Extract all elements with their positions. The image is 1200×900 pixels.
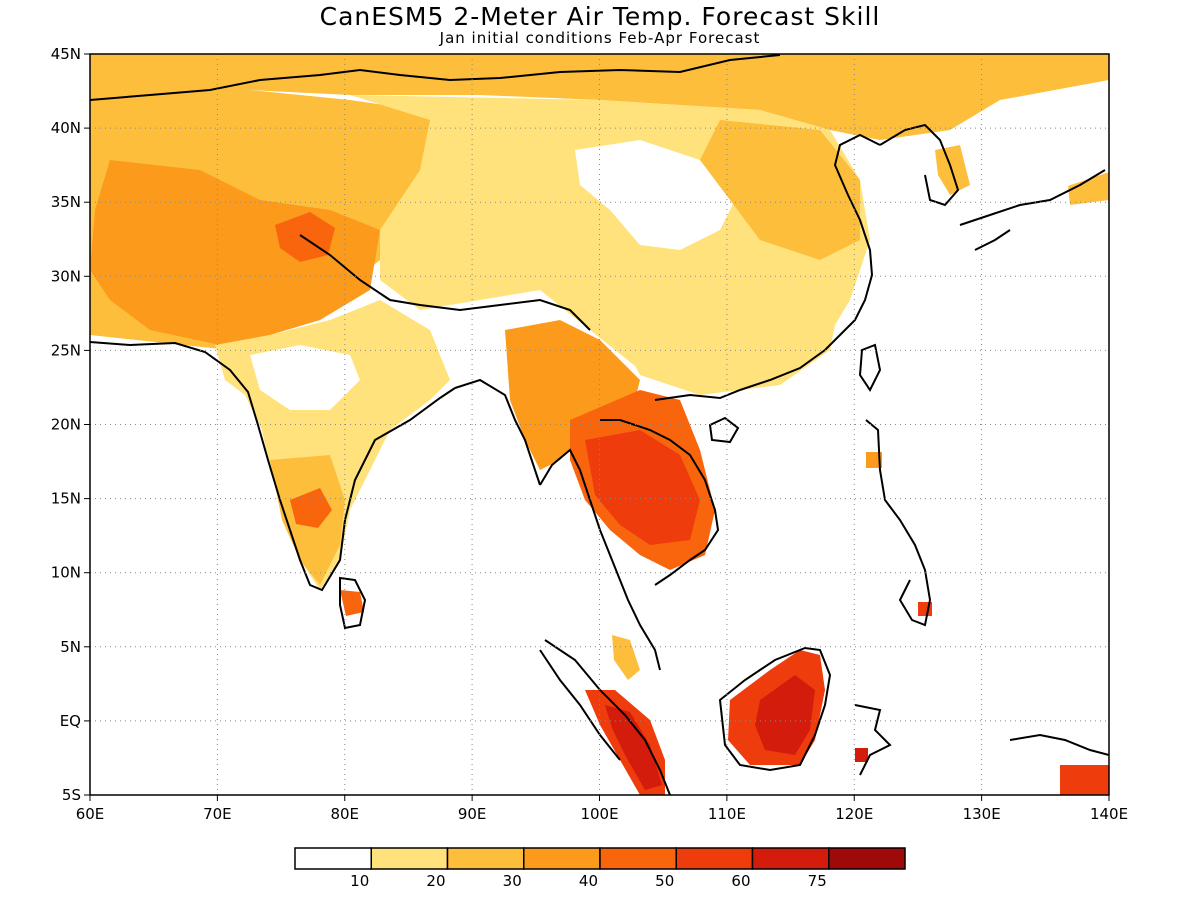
coastline-sri-lanka	[339, 576, 367, 630]
colorbar-label: 50	[655, 872, 674, 890]
colorbar-swatch	[828, 847, 906, 870]
x-tick-label: 140E	[1090, 805, 1128, 823]
colorbar-swatch	[446, 847, 525, 870]
region-central-india-white	[250, 345, 360, 410]
coastline-japan	[959, 169, 1106, 251]
coastline-korea	[879, 123, 960, 207]
region-new-guinea	[1060, 765, 1109, 795]
region-malay-peninsula	[612, 635, 640, 680]
y-tick-label: 5S	[62, 786, 81, 804]
chart-subtitle: Jan initial conditions Feb-Apr Forecast	[439, 29, 761, 47]
coastline-philippines	[865, 419, 932, 627]
region-sri-lanka	[340, 590, 364, 616]
coastline-himalaya-border	[299, 234, 591, 331]
coastline-borneo	[718, 646, 832, 772]
coastline-taiwan	[858, 343, 882, 392]
region-south-china	[600, 290, 840, 395]
colorbar-swatch	[675, 847, 754, 870]
region-pakistan-north-india	[90, 160, 380, 345]
region-sulawesi	[855, 748, 868, 762]
y-tick-label: EQ	[60, 712, 81, 730]
y-tick-label: 25N	[51, 341, 81, 359]
y-tick-label: 45N	[51, 45, 81, 63]
region-thailand-core	[585, 430, 700, 545]
colorbar: 10 20 30 40 50 60 75	[294, 847, 906, 890]
coastline-hainan	[708, 416, 740, 444]
axis-ticks: 60E 70E 80E 90E 100E 110E 120E 130E 140E 45N 40N 35…	[51, 45, 1128, 823]
y-tick-label: 30N	[51, 267, 81, 285]
y-tick-label: 35N	[51, 193, 81, 211]
y-tick-label: 5N	[60, 638, 81, 656]
colorbar-swatch	[523, 847, 601, 870]
region-myanmar	[505, 320, 640, 470]
colorbar-swatch	[751, 847, 830, 870]
y-tick-label: 40N	[51, 119, 81, 137]
colorbar-swatch	[599, 847, 677, 870]
coastline-new-guinea	[1009, 733, 1109, 756]
chart-title: CanESM5 2-Meter Air Temp. Forecast Skill	[319, 2, 881, 31]
colorbar-label: 40	[579, 872, 598, 890]
y-tick-label: 10N	[51, 564, 81, 582]
region-east-china	[700, 120, 860, 260]
coastline-indochina-east	[600, 419, 720, 586]
x-tick-label: 60E	[76, 805, 105, 823]
coastline-north-border	[90, 54, 781, 101]
colorbar-label: 20	[426, 872, 445, 890]
region-japan	[1068, 172, 1109, 205]
region-central-china-white	[575, 140, 740, 250]
x-tick-label: 70E	[203, 805, 232, 823]
coastline-south-china	[654, 133, 881, 401]
colorbar-swatch	[294, 847, 372, 870]
colorbar-label: 60	[731, 872, 750, 890]
colorbar-label: 30	[503, 872, 522, 890]
x-tick-label: 130E	[963, 805, 1001, 823]
x-tick-label: 100E	[580, 805, 618, 823]
coastline-sulawesi	[854, 704, 892, 776]
region-borneo-core	[755, 675, 815, 755]
region-north-asia-band	[90, 54, 1109, 140]
coastline-andaman	[539, 448, 661, 671]
x-tick-label: 110E	[708, 805, 746, 823]
x-tick-label: 90E	[458, 805, 487, 823]
colorbar-label: 10	[350, 872, 369, 890]
y-tick-label: 20N	[51, 416, 81, 434]
region-deccan-hotspot	[290, 488, 332, 528]
x-tick-label: 80E	[330, 805, 359, 823]
graticule	[90, 54, 1109, 795]
coastline-bengal-bay	[454, 378, 541, 486]
y-tick-label: 15N	[51, 490, 81, 508]
region-philippines	[866, 452, 882, 468]
colorbar-label: 75	[808, 872, 827, 890]
coastline-sumatra	[539, 639, 671, 795]
coastline-arabian-sea	[90, 341, 456, 592]
coastlines	[90, 54, 1109, 795]
colorbar-swatch	[370, 847, 449, 870]
skill-field	[90, 54, 1109, 795]
x-tick-label: 120E	[835, 805, 873, 823]
region-sumatra-core	[605, 705, 662, 790]
